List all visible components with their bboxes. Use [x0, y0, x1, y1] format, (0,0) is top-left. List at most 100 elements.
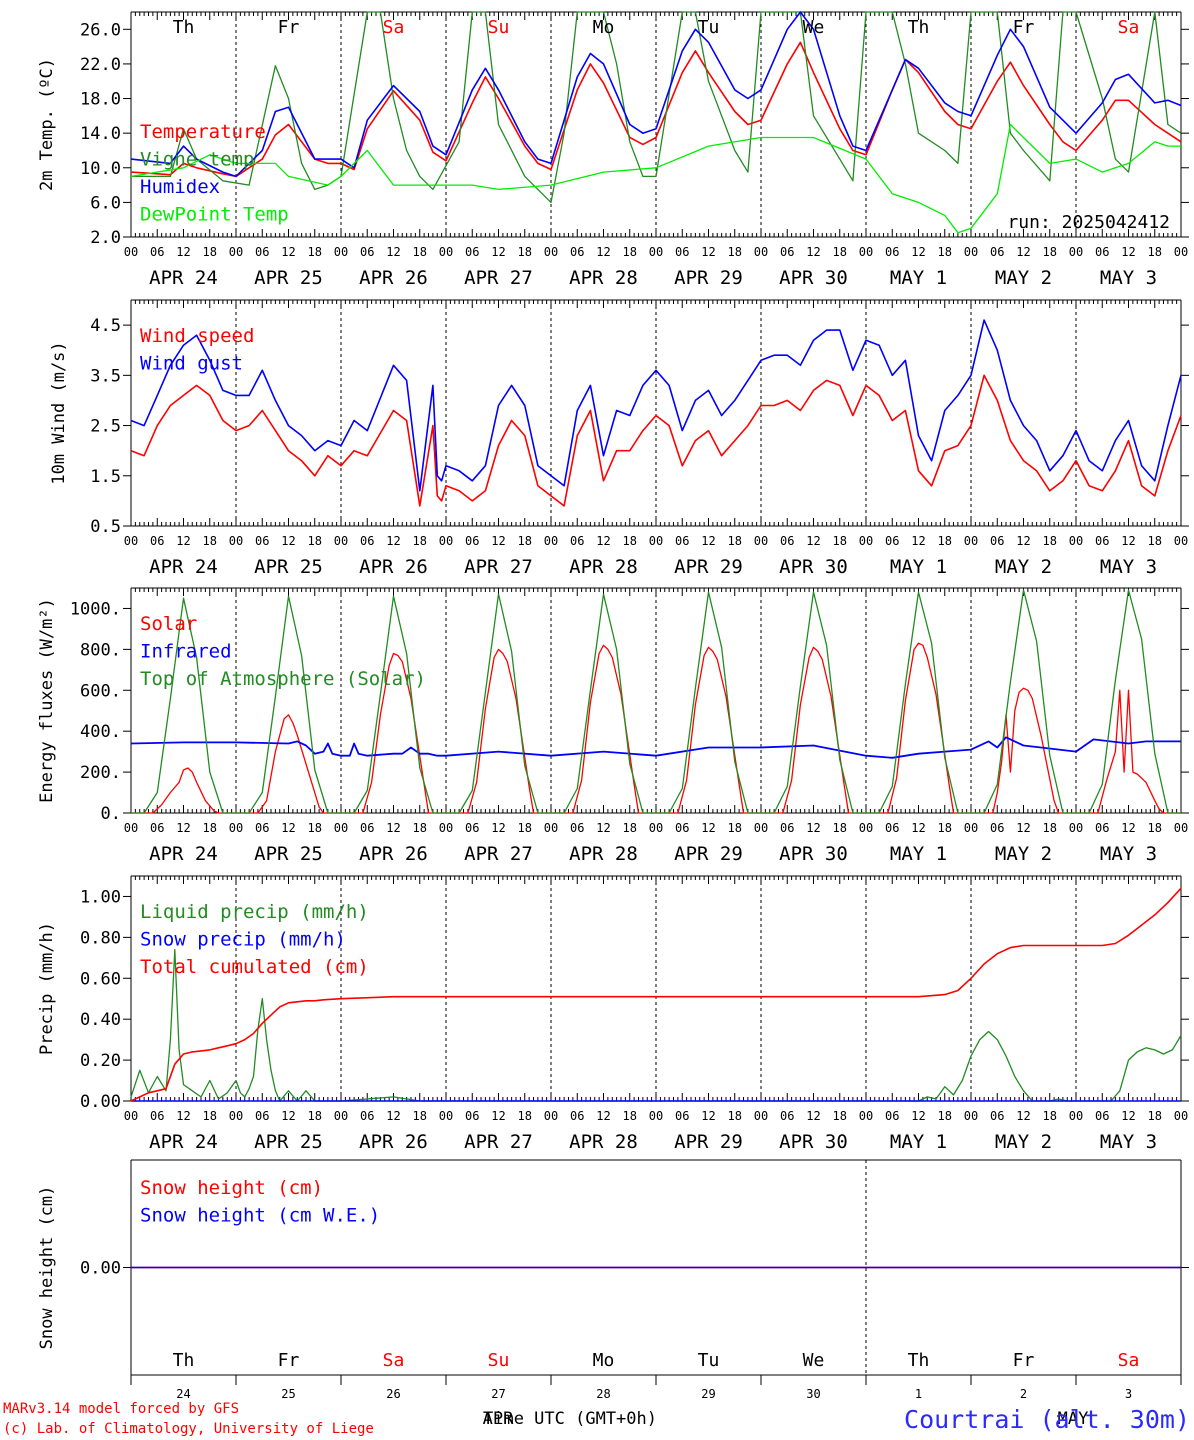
hour-tick-label: 12 [596, 821, 610, 835]
hour-tick-label: 00 [544, 1109, 558, 1123]
legend-entry: Liquid precip (mm/h) [140, 901, 369, 923]
hour-tick-label: 06 [885, 245, 899, 259]
hour-tick-label: 06 [780, 821, 794, 835]
day-number-label: 1 [915, 1387, 922, 1401]
series-line [130, 887, 1182, 1102]
y-tick-label: 3.5 [90, 366, 121, 386]
legend-entry: Wind gust [140, 353, 243, 375]
location-label: Courtrai (alt. 30m) [904, 1405, 1190, 1434]
hour-tick-label: 12 [176, 821, 190, 835]
hour-tick-label: 18 [518, 245, 532, 259]
hour-tick-label: 00 [964, 821, 978, 835]
hour-tick-label: 06 [675, 534, 689, 548]
legend-entry: Humidex [140, 176, 220, 198]
hour-tick-label: 18 [728, 534, 742, 548]
hour-tick-label: 12 [806, 1109, 820, 1123]
hour-tick-label: 12 [701, 534, 715, 548]
hour-tick-label: 00 [439, 821, 453, 835]
month-label-may: MAY [1058, 1409, 1089, 1429]
date-tick-label: APR 24 [149, 1131, 218, 1153]
hour-tick-label: 06 [360, 821, 374, 835]
legend-entry: Infrared [140, 641, 232, 663]
hour-tick-label: 18 [833, 821, 847, 835]
y-tick-label: 2.5 [90, 417, 121, 437]
hour-tick-label: 12 [176, 534, 190, 548]
legend-entry: Temperature [140, 121, 266, 143]
hour-tick-label: 18 [938, 245, 952, 259]
date-tick-label: APR 28 [569, 556, 638, 578]
hour-tick-label: 06 [150, 1109, 164, 1123]
hour-tick-label: 00 [859, 245, 873, 259]
hour-tick-label: 00 [1174, 821, 1188, 835]
hour-tick-label: 00 [439, 1109, 453, 1123]
date-tick-label: APR 30 [779, 1131, 848, 1153]
hour-tick-label: 18 [308, 1109, 322, 1123]
date-tick-label: APR 26 [359, 843, 428, 865]
date-tick-label: MAY 3 [1100, 1131, 1157, 1153]
hour-tick-label: 18 [833, 534, 847, 548]
hour-tick-label: 18 [308, 534, 322, 548]
hour-tick-label: 12 [386, 245, 400, 259]
hour-tick-label: 06 [360, 534, 374, 548]
hour-tick-label: 06 [675, 245, 689, 259]
hour-tick-label: 00 [649, 821, 663, 835]
date-tick-label: APR 30 [779, 843, 848, 865]
hour-tick-label: 00 [754, 821, 768, 835]
hour-tick-label: 18 [1043, 821, 1057, 835]
hour-tick-label: 12 [911, 821, 925, 835]
series-line [130, 736, 1181, 759]
y-axis-title: Snow height (cm) [37, 1186, 57, 1350]
hour-tick-label: 18 [623, 245, 637, 259]
hour-tick-label: 18 [1043, 1109, 1057, 1123]
panel-5: Th 24 Fr 25 Sa 26 Su 27 Mo 28 Tu 29 We 30 Th 1 Fr 2 Sa 3 APR… [37, 1159, 1189, 1429]
hour-tick-label: 12 [701, 821, 715, 835]
hour-tick-label: 12 [1016, 245, 1030, 259]
hour-tick-label: 18 [938, 1109, 952, 1123]
hour-tick-label: 18 [728, 821, 742, 835]
hour-tick-label: 12 [701, 245, 715, 259]
y-axis-title: 10m Wind (m/s) [49, 341, 69, 484]
hour-tick-label: 18 [1148, 821, 1162, 835]
hour-tick-label: 06 [780, 534, 794, 548]
hour-tick-label: 18 [833, 1109, 847, 1123]
panel-3: 00 06 12 18 APR 24 00 06 12 18 APR 25 00 06 12 18 APR … [37, 587, 1189, 865]
hour-tick-label: 00 [1174, 245, 1188, 259]
hour-tick-label: 18 [203, 1109, 217, 1123]
hour-tick-label: 12 [491, 534, 505, 548]
y-tick-label: 0.80 [80, 928, 121, 948]
panel-1: 00 06 12 18 APR 24 00 06 12 18 APR 25 00 06 12 18 APR … [37, 11, 1189, 289]
date-tick-label: APR 28 [569, 1131, 638, 1153]
hour-tick-label: 00 [229, 534, 243, 548]
hour-tick-label: 06 [675, 1109, 689, 1123]
weekday-label: Fr [1013, 1350, 1035, 1371]
y-tick-label: 0. [101, 804, 121, 824]
hour-tick-label: 06 [360, 1109, 374, 1123]
hour-tick-label: 12 [491, 245, 505, 259]
date-tick-label: MAY 1 [890, 1131, 947, 1153]
date-tick-label: APR 28 [569, 843, 638, 865]
date-tick-label: APR 24 [149, 267, 218, 289]
y-tick-label: 0.60 [80, 969, 121, 989]
hour-tick-label: 06 [990, 821, 1004, 835]
hour-tick-label: 06 [570, 821, 584, 835]
series-line [130, 41, 1182, 178]
hour-tick-label: 00 [334, 1109, 348, 1123]
day-number-label: 27 [491, 1387, 505, 1401]
date-tick-label: MAY 3 [1100, 843, 1157, 865]
y-tick-label: 800. [80, 640, 121, 660]
hour-tick-label: 00 [964, 245, 978, 259]
hour-tick-label: 18 [623, 1109, 637, 1123]
hour-tick-label: 18 [413, 1109, 427, 1123]
hour-tick-label: 00 [229, 1109, 243, 1123]
hour-tick-label: 06 [465, 534, 479, 548]
date-tick-label: MAY 1 [890, 267, 947, 289]
weekday-label: Sa [1118, 17, 1140, 38]
hour-tick-label: 06 [1095, 534, 1109, 548]
hour-tick-label: 06 [360, 245, 374, 259]
series-line [130, 123, 1181, 234]
hour-tick-label: 06 [570, 245, 584, 259]
hour-tick-label: 00 [439, 534, 453, 548]
hour-tick-label: 12 [1016, 1109, 1030, 1123]
date-tick-label: APR 26 [359, 267, 428, 289]
